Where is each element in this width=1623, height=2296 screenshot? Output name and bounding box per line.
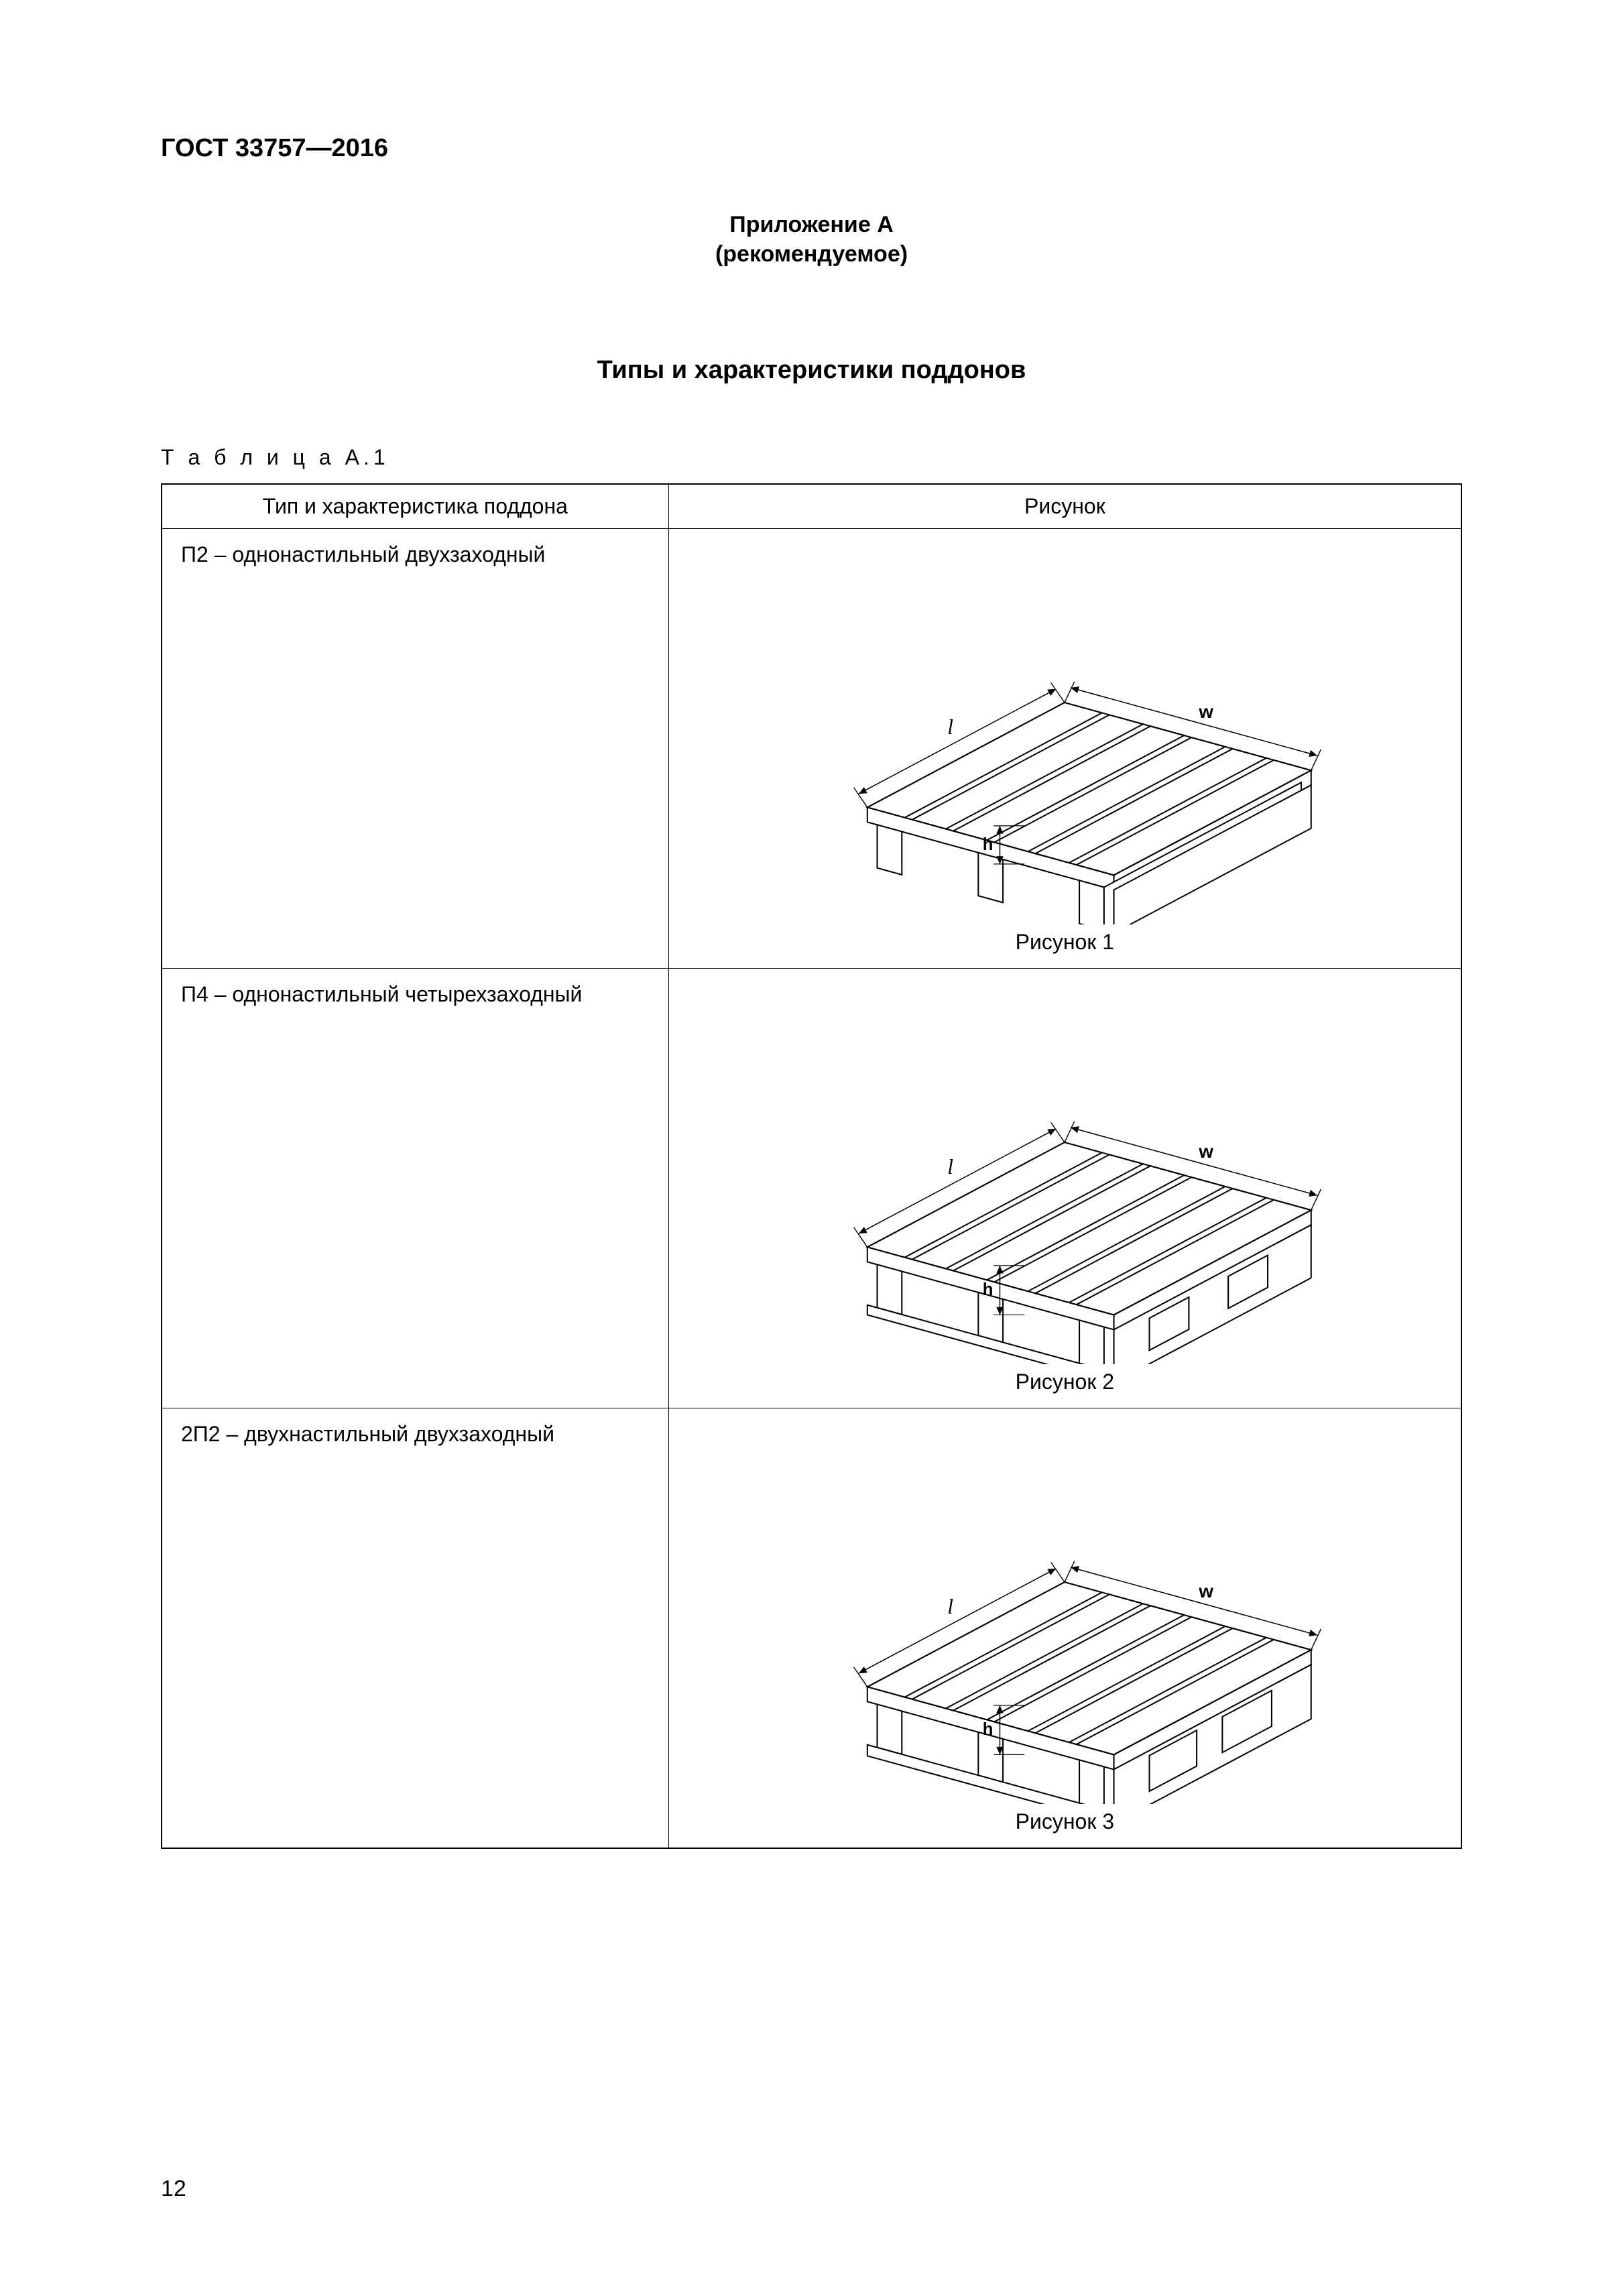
pallet-types-table: Тип и характеристика поддона Рисунок П2 … <box>161 483 1462 1849</box>
pallet-diagram: l w h <box>790 1422 1339 1804</box>
pallet-figure-cell: l w h Рисунок 1 <box>668 529 1461 969</box>
pallet-type-description: П4 – однонастильный четырехзаходный <box>162 969 668 1408</box>
pallet-type-description: 2П2 – двухнастильный двухзаходный <box>162 1408 668 1849</box>
pallet-type-description: П2 – однонастильный двухзаходный <box>162 529 668 969</box>
table-row: 2П2 – двухнастильный двухзаходный l w h Рису… <box>162 1408 1461 1849</box>
page-number: 12 <box>161 2176 186 2202</box>
svg-text:l: l <box>948 1595 954 1618</box>
svg-text:h: h <box>983 835 994 854</box>
appendix-heading: Приложение А (рекомендуемое) <box>161 210 1462 269</box>
figure-caption: Рисунок 1 <box>688 930 1442 955</box>
appendix-note: (рекомендуемое) <box>161 239 1462 269</box>
figure-caption: Рисунок 2 <box>688 1370 1442 1394</box>
svg-text:l: l <box>948 715 954 739</box>
pallet-diagram: l w h <box>790 542 1339 924</box>
pallet-diagram: l w h <box>790 982 1339 1364</box>
section-title: Типы и характеристики поддонов <box>161 356 1462 385</box>
col-header-type: Тип и характеристика поддона <box>162 484 668 529</box>
figure-caption: Рисунок 3 <box>688 1809 1442 1834</box>
pallet-figure-cell: l w h Рисунок 2 <box>668 969 1461 1408</box>
svg-text:w: w <box>1199 1141 1214 1162</box>
standard-id: ГОСТ 33757—2016 <box>161 134 1462 163</box>
svg-text:w: w <box>1199 701 1214 722</box>
svg-text:h: h <box>983 1720 994 1739</box>
svg-text:w: w <box>1199 1581 1214 1602</box>
table-row: П4 – однонастильный четырехзаходный l w h Ри… <box>162 969 1461 1408</box>
table-caption: Т а б л и ц а А.1 <box>161 445 1462 470</box>
svg-text:h: h <box>983 1280 994 1299</box>
col-header-figure: Рисунок <box>668 484 1461 529</box>
svg-text:l: l <box>948 1155 954 1179</box>
table-row: П2 – однонастильный двухзаходный l w h Рисун… <box>162 529 1461 969</box>
table-header-row: Тип и характеристика поддона Рисунок <box>162 484 1461 529</box>
appendix-label: Приложение А <box>161 210 1462 239</box>
pallet-figure-cell: l w h Рисунок 3 <box>668 1408 1461 1849</box>
